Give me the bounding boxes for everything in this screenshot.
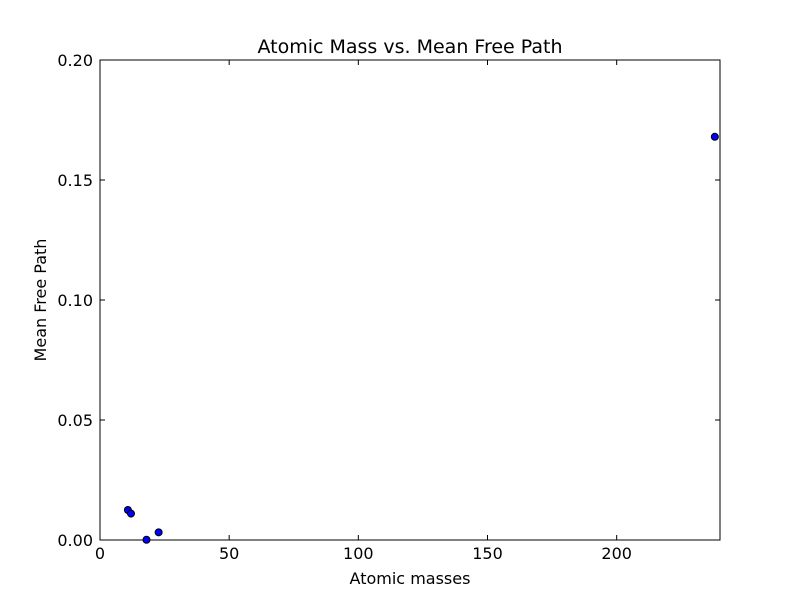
y-tick-label: 0.00 [57, 531, 93, 550]
y-tick-label: 0.10 [57, 291, 93, 310]
x-tick-label: 150 [472, 544, 503, 563]
x-tick-label: 200 [601, 544, 632, 563]
x-tick-label: 50 [219, 544, 239, 563]
y-axis-label: Mean Free Path [31, 239, 50, 362]
y-tick-label: 0.05 [57, 411, 93, 430]
data-point [710, 132, 719, 141]
x-axis-ticks: 0 50 100 150 200 [95, 60, 632, 563]
chart-title: Atomic Mass vs. Mean Free Path [257, 36, 562, 58]
plot-area [99, 59, 721, 541]
x-tick-label: 100 [343, 544, 374, 563]
data-point [142, 535, 151, 544]
y-tick-label: 0.15 [57, 171, 93, 190]
y-tick-label: 0.20 [57, 51, 93, 70]
data-points [123, 132, 719, 544]
data-point [127, 509, 135, 518]
y-axis-ticks: 0.00 0.05 0.10 0.15 0.20 [57, 51, 720, 550]
plot-frame [99, 59, 721, 541]
x-tick-label: 0 [95, 544, 105, 563]
data-point [154, 528, 163, 537]
x-axis-label: Atomic masses [350, 569, 471, 588]
